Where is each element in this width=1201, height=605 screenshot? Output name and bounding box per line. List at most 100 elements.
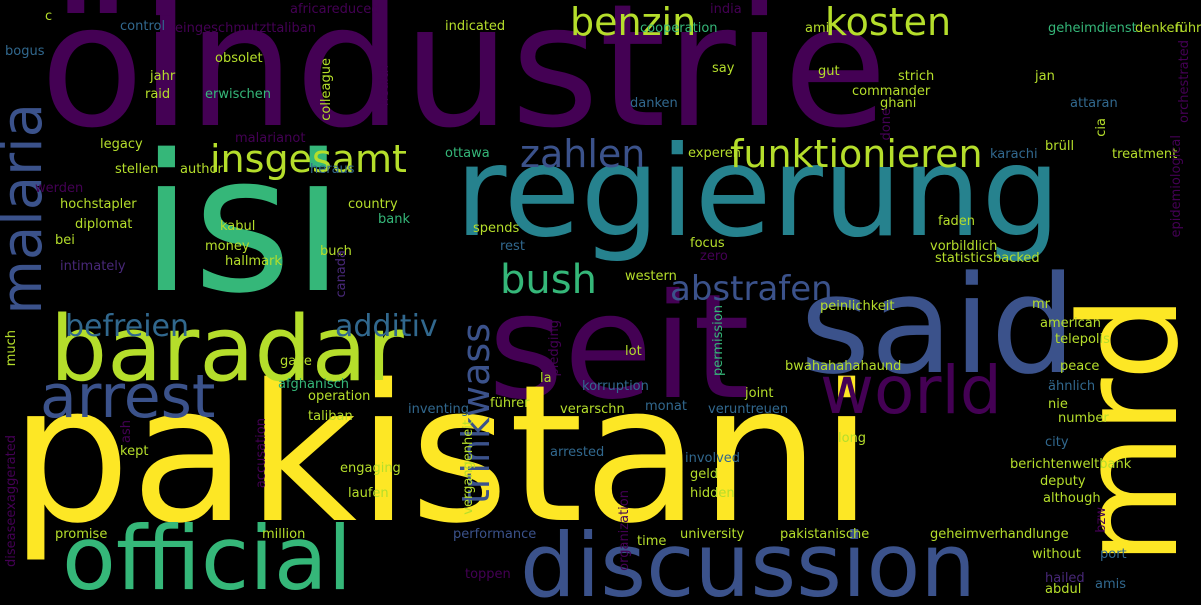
word: experen bbox=[688, 146, 742, 161]
word: jan bbox=[1035, 69, 1055, 84]
word: hailed bbox=[1045, 571, 1085, 586]
word: say bbox=[712, 61, 735, 76]
word: brüll bbox=[1045, 139, 1075, 154]
word: ghani bbox=[880, 96, 917, 111]
word: veruntreuen bbox=[708, 402, 789, 417]
word: pledging bbox=[547, 320, 562, 377]
word: cia bbox=[1094, 118, 1109, 137]
word: treatment bbox=[1112, 147, 1178, 162]
word: colleague bbox=[319, 58, 334, 121]
word: hochstapler bbox=[60, 197, 137, 212]
word: control bbox=[120, 19, 166, 34]
word: abdul bbox=[1045, 582, 1082, 597]
word: cooperation bbox=[640, 21, 718, 36]
word: million bbox=[262, 527, 306, 542]
word: organization bbox=[617, 490, 632, 571]
word: diplomat bbox=[75, 217, 133, 232]
word: vergangenheit bbox=[461, 420, 476, 515]
word: isi bbox=[140, 114, 345, 335]
word: operation bbox=[308, 389, 371, 404]
word: bwahahahahaund bbox=[785, 359, 902, 374]
word: indicated bbox=[445, 19, 506, 34]
word: führer bbox=[490, 396, 530, 411]
word: permission bbox=[711, 305, 726, 376]
word: done bbox=[879, 108, 894, 141]
word: baradar bbox=[50, 297, 404, 402]
word: money bbox=[205, 239, 250, 254]
word: ottawa bbox=[445, 146, 490, 161]
word: regierung bbox=[455, 120, 1061, 265]
word: long bbox=[838, 431, 867, 446]
word: intimately bbox=[60, 259, 126, 274]
word: promise bbox=[55, 527, 108, 542]
word: focus bbox=[690, 236, 725, 251]
word: canada bbox=[334, 250, 349, 298]
word: commander bbox=[852, 84, 931, 99]
word: inventing bbox=[408, 402, 469, 417]
word: africareduced bbox=[290, 2, 380, 17]
word: zahlen bbox=[520, 132, 646, 176]
word: taliban bbox=[308, 409, 353, 424]
word: world bbox=[820, 352, 1002, 429]
word: seit bbox=[488, 263, 750, 432]
word: official bbox=[62, 507, 353, 605]
word: american bbox=[1040, 316, 1101, 331]
word: heraus bbox=[310, 162, 355, 177]
word: epidemiological bbox=[1169, 135, 1184, 238]
word: faden bbox=[938, 214, 976, 229]
word: geheimdienst bbox=[1048, 21, 1137, 36]
word: toppen bbox=[465, 567, 511, 582]
word: bush bbox=[500, 257, 597, 303]
word: arrest bbox=[40, 362, 216, 432]
word: werden bbox=[35, 181, 84, 196]
word: city bbox=[1045, 435, 1069, 450]
word: hidden bbox=[690, 486, 735, 501]
word: statisticsbacked bbox=[935, 251, 1040, 266]
word: diseaseexaggerated bbox=[4, 435, 19, 567]
word: western bbox=[625, 269, 677, 284]
word: la bbox=[540, 371, 552, 386]
word: involved bbox=[685, 451, 741, 466]
word: without bbox=[1032, 547, 1081, 562]
word: much bbox=[4, 330, 19, 367]
word: afghanisch bbox=[278, 377, 350, 392]
word: rest bbox=[500, 239, 525, 254]
word: bogus bbox=[5, 44, 45, 59]
word: gut bbox=[818, 64, 840, 79]
word: führen bbox=[1175, 21, 1201, 36]
word: malarianot bbox=[235, 131, 306, 146]
word: joint bbox=[745, 386, 774, 401]
word: attaran bbox=[1070, 96, 1118, 111]
word: geheimverhandlunge bbox=[930, 527, 1069, 542]
word: karachi bbox=[990, 147, 1038, 162]
word: jahr bbox=[150, 69, 176, 84]
word: obsolet bbox=[215, 51, 263, 66]
word: additiv bbox=[335, 309, 438, 344]
word: orchestrated bbox=[1177, 40, 1192, 123]
word: engaging bbox=[340, 461, 401, 476]
word: zero bbox=[700, 249, 728, 264]
word: denken bbox=[1135, 21, 1183, 36]
word: insgesamt bbox=[210, 137, 407, 181]
word: c bbox=[45, 9, 53, 24]
word: time bbox=[637, 534, 667, 549]
word: industrie bbox=[140, 0, 888, 166]
word: india bbox=[710, 2, 742, 17]
word: verarschn bbox=[560, 402, 625, 417]
word: pakistanische bbox=[780, 527, 870, 542]
word: amir bbox=[805, 21, 835, 36]
word: peace bbox=[1060, 359, 1100, 374]
word: strich bbox=[898, 69, 935, 84]
word: befreien bbox=[65, 309, 189, 344]
word: kept bbox=[120, 444, 149, 459]
word: bei bbox=[55, 233, 75, 248]
word: amis bbox=[1095, 577, 1127, 592]
word: telepolis bbox=[1055, 332, 1110, 347]
word: spends bbox=[473, 221, 520, 236]
word: discussion bbox=[520, 514, 977, 605]
word: gave bbox=[280, 354, 312, 369]
word: hallmark bbox=[225, 254, 282, 269]
word: ash bbox=[119, 420, 134, 443]
word: mr bbox=[1032, 297, 1051, 312]
word: author bbox=[180, 162, 223, 177]
